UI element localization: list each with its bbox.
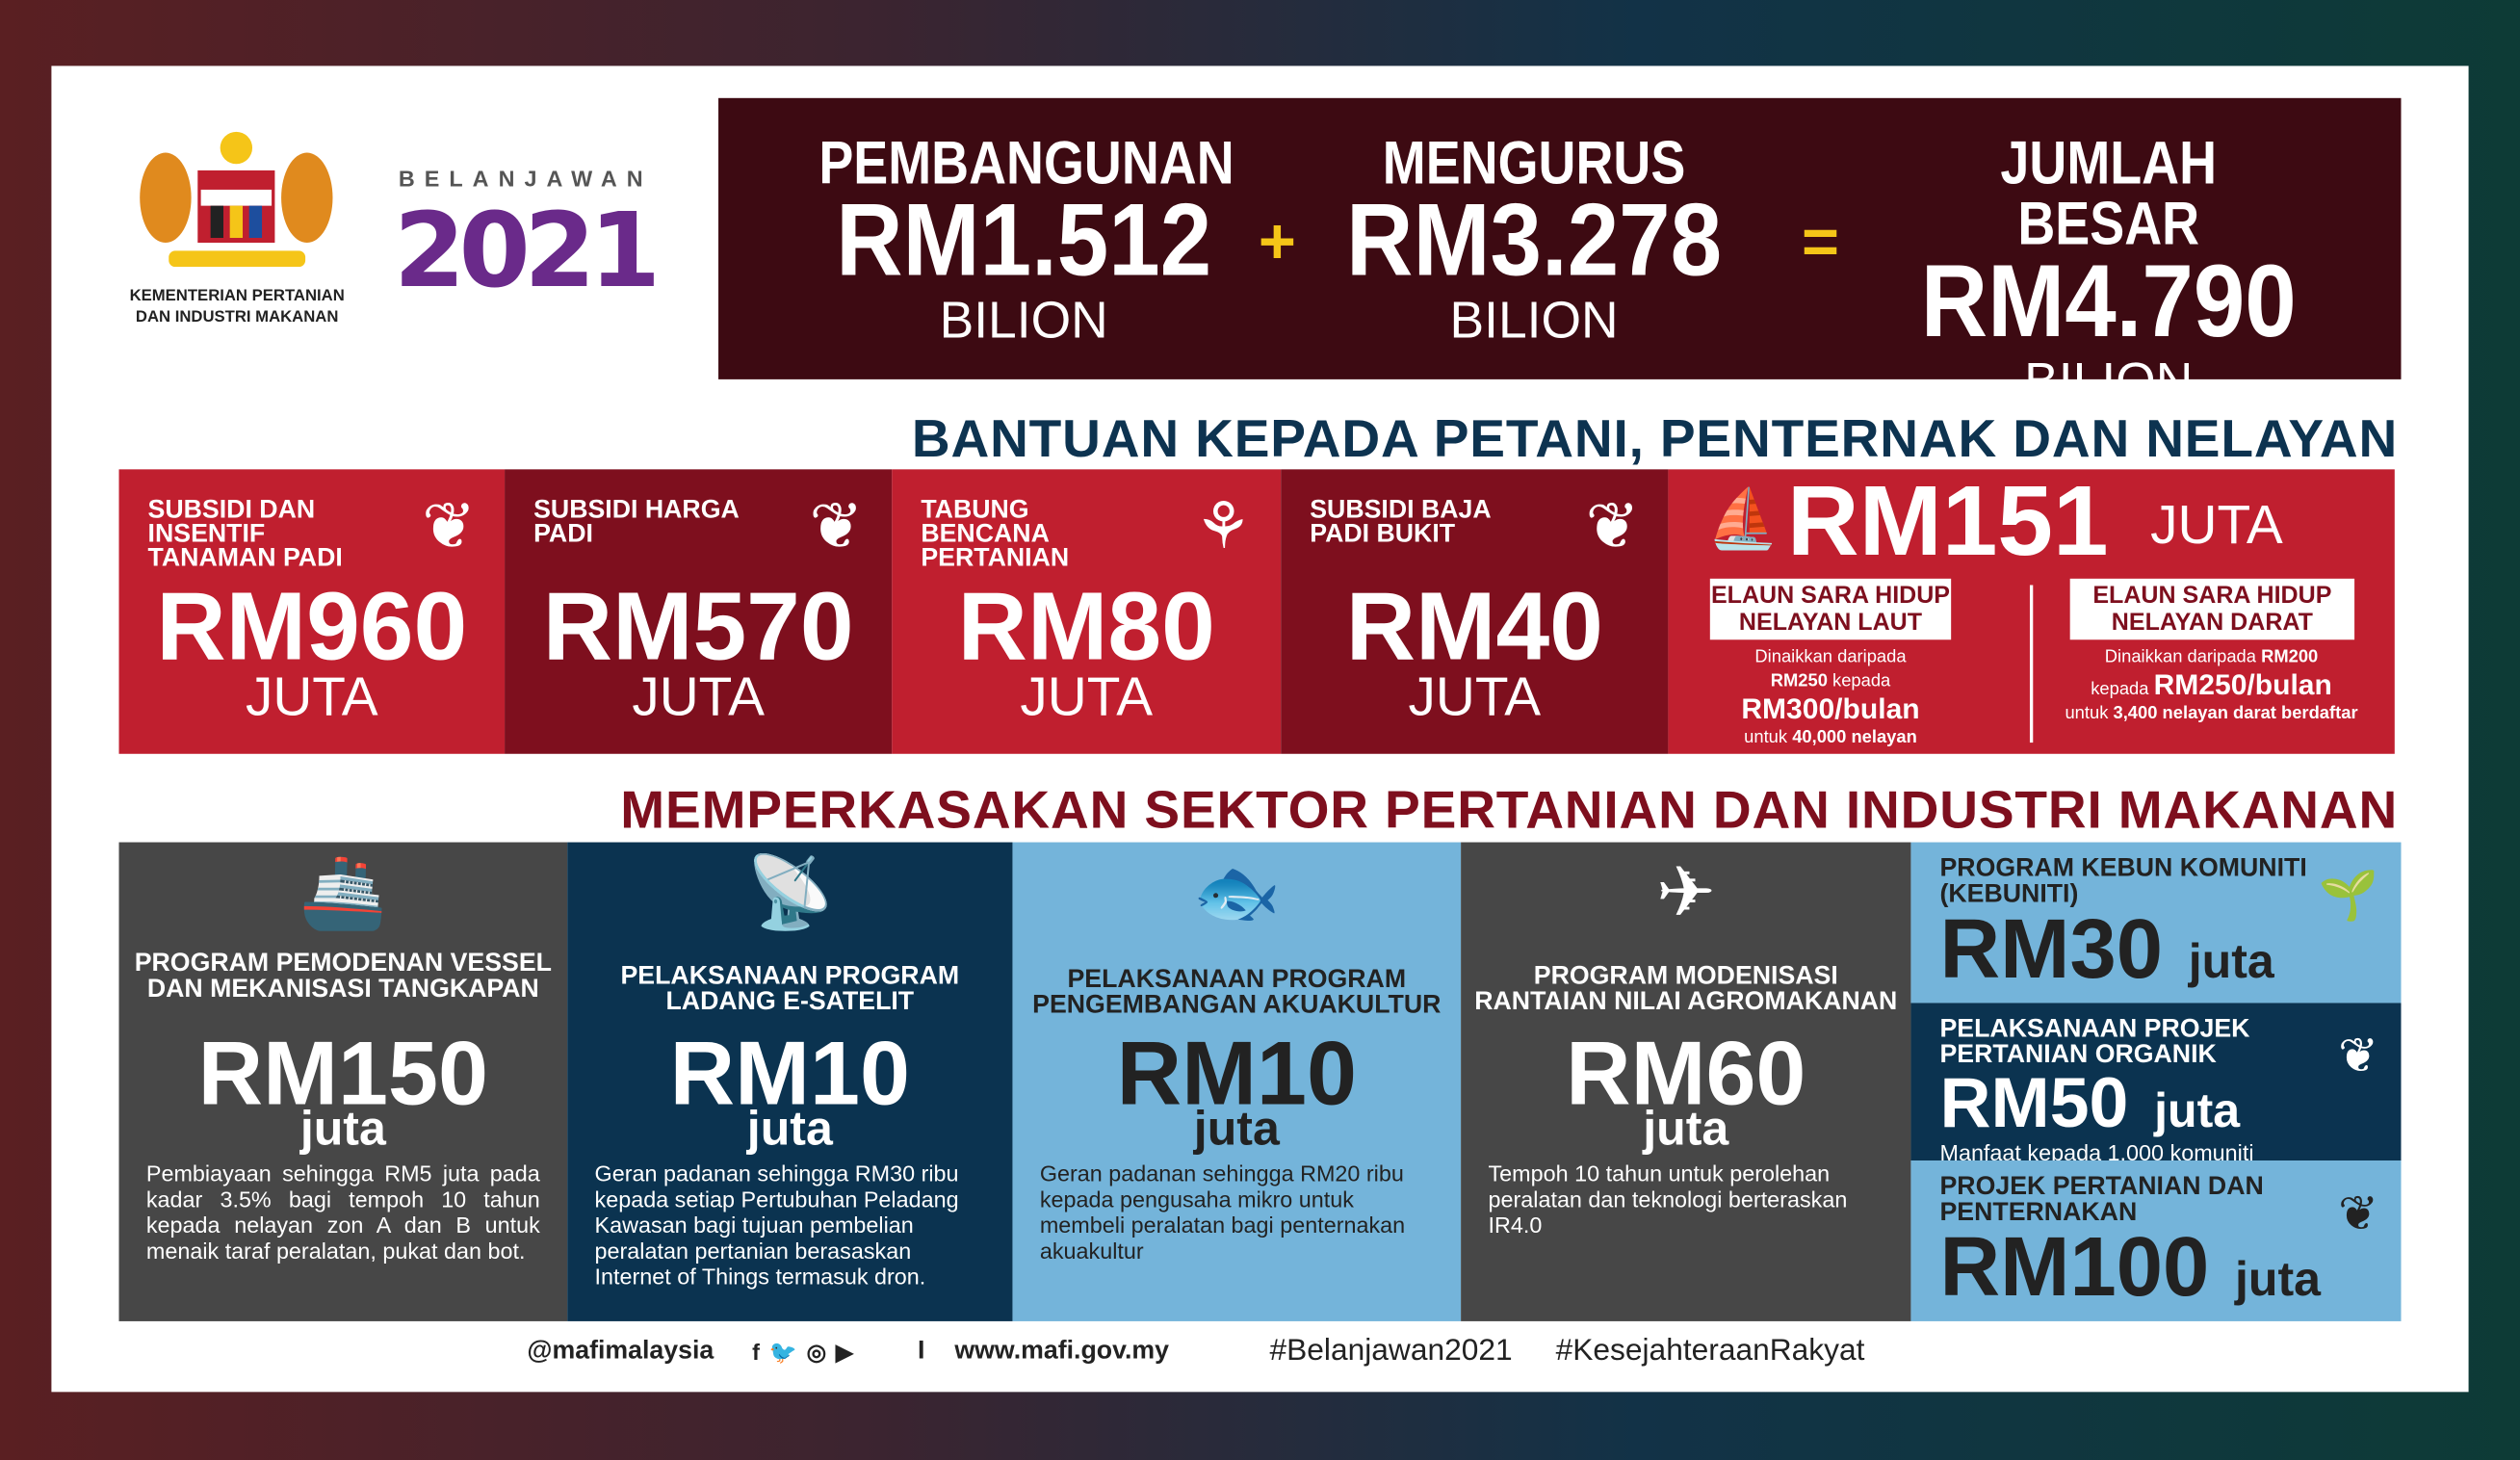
- section-heading-empowerment: MEMPERKASAKAN SEKTOR PERTANIAN DAN INDUS…: [620, 779, 2399, 840]
- divider: [2029, 585, 2034, 743]
- fish-icon: 🐟: [1192, 853, 1282, 933]
- aquaculture-card: 🐟 PELAKSANAAN PROGRAM PENGEMBANGAN AKUAK…: [1012, 842, 1462, 1321]
- hashtag-budget: #Belanjawan2021: [1269, 1334, 1513, 1369]
- subsidy-card-padi-price: SUBSIDI HARGA PADI ❦ RM570 JUTA: [505, 469, 893, 754]
- inland-fishermen-desc: Dinaikkan daripada RM200 kepada RM250/bu…: [2065, 647, 2358, 724]
- ministry-name: KEMENTERIAN PERTANIAN DAN INDUSTRI MAKANA…: [129, 287, 345, 326]
- operating-budget: MENGURUS RM3.278 BILION: [1346, 130, 1723, 350]
- social-icons[interactable]: f 🐦 ◎ ▶: [752, 1339, 855, 1365]
- vessel-modernisation-card: 🚢 PROGRAM PEMODENAN VESSEL DAN MEKANISAS…: [118, 842, 568, 1321]
- fishermen-allowance-card: ⛵ RM151 JUTA ELAUN SARA HIDUP NELAYAN LAU…: [1668, 469, 2395, 754]
- budget-year-logo: 2021: [393, 193, 661, 312]
- separator: I: [917, 1337, 925, 1365]
- hashtag-wellbeing: #KesejahteraanRakyat: [1555, 1334, 1865, 1369]
- total-budget: JUMLAH BESAR RM4.790 BILION: [1920, 130, 2297, 410]
- paddy-icon: ❦: [422, 491, 477, 563]
- sea-fishermen-label: ELAUN SARA HIDUP NELAYAN LAUT: [1709, 578, 1952, 640]
- social-handle: @mafimalaysia: [527, 1337, 714, 1365]
- disaster-fund-card: TABUNG BENCANA PERTANIAN ⚘ RM80 JUTA: [892, 469, 1282, 754]
- sprout-icon: ⚘: [1194, 491, 1253, 563]
- plus-sign: +: [1258, 207, 1296, 278]
- solar-panel-crops-icon: 📡: [745, 853, 835, 933]
- drone-spraying-icon: ✈: [1656, 853, 1716, 933]
- paddy-icon: ❦: [809, 491, 864, 563]
- budget-summary-banner: PEMBANGUNAN RM1.512 BILION + MENGURUS RM3.2…: [718, 97, 2402, 406]
- community-garden-card: PROGRAM KEBUN KOMUNITI (KEBUNITI) 🌱 RM30 j…: [1910, 842, 2402, 1004]
- farming-livestock-card: PROJEK PERTANIAN DAN PENTERNAKAN ❦ RM100 j…: [1910, 1160, 2402, 1321]
- organic-farming-card: PELAKSANAAN PROJEK PERTANIAN ORGANIK ❦ RM…: [1910, 1003, 2402, 1165]
- subsidy-card-padi-incentive: SUBSIDI DAN INSENTIF TANAMAN PADI ❦ RM960…: [118, 469, 506, 754]
- crops-rows-icon: ❦: [2338, 1187, 2379, 1241]
- hill-paddy-icon: ❦: [1585, 491, 1640, 563]
- section-heading-assistance: BANTUAN KEPADA PETANI, PENTERNAK DAN NEL…: [911, 407, 2399, 468]
- budget-label: BELANJAWAN: [398, 165, 653, 192]
- sea-fishermen-desc: Dinaikkan daripada RM250 kepada RM300/bu…: [1741, 647, 1920, 748]
- fisherman-boat-icon: ⛵: [1706, 485, 1780, 552]
- planter-icon: 🌱: [2318, 869, 2379, 924]
- equals-sign: =: [1801, 207, 1839, 278]
- website-link[interactable]: www.mafi.gov.my: [954, 1337, 1169, 1365]
- inland-fishermen-label: ELAUN SARA HIDUP NELAYAN DARAT: [2069, 578, 2355, 640]
- e-satellite-farm-card: 📡 PELAKSANAAN PROGRAM LADANG E-SATELIT RM…: [567, 842, 1013, 1321]
- crops-soil-icon: ❦: [2338, 1030, 2379, 1083]
- agrofood-value-chain-card: ✈ PROGRAM MODENISASI RANTAIAN NILAI AGRO…: [1461, 842, 1911, 1321]
- development-budget: PEMBANGUNAN RM1.512 BILION: [818, 130, 1234, 350]
- fishing-vessel-icon: 🚢: [299, 853, 388, 933]
- footer: @mafimalaysia f 🐦 ◎ ▶ I www.mafi.gov.my …: [0, 1334, 2520, 1376]
- fertilizer-subsidy-card: SUBSIDI BAJA PADI BUKIT ❦ RM40 JUTA: [1281, 469, 1669, 754]
- coat-of-arms-logo: [137, 125, 338, 278]
